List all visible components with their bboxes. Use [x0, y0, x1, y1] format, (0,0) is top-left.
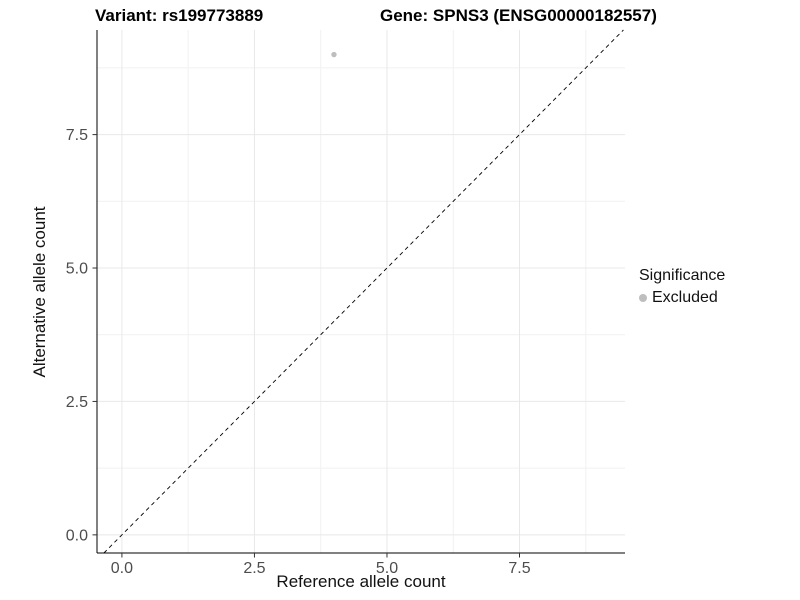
y-axis-label: Alternative allele count [30, 206, 49, 378]
gene-title: Gene: SPNS3 (ENSG00000182557) [380, 6, 657, 25]
legend-title: Significance [639, 267, 726, 284]
legend-item-excluded: Excluded [639, 289, 725, 307]
legend-item-label: Excluded [652, 289, 718, 306]
excluded-point-swatch-icon [639, 294, 647, 302]
x-tick-label: 0.0 [111, 560, 133, 577]
y-tick-label: 5.0 [66, 261, 88, 278]
y-tick-label: 7.5 [66, 127, 88, 144]
variant-title: Variant: rs199773889 [95, 6, 264, 25]
x-tick-label: 2.5 [243, 560, 265, 577]
x-tick-label: 7.5 [508, 560, 530, 577]
identity-dashed-line [103, 29, 624, 554]
y-tick-label: 2.5 [66, 394, 88, 411]
data-point-excluded [331, 51, 337, 58]
legend: Significance Excluded [639, 267, 725, 307]
x-axis-label: Reference allele count [276, 572, 446, 591]
y-tick-label: 0.0 [66, 527, 88, 544]
x-tick-label: 5.0 [376, 560, 398, 577]
